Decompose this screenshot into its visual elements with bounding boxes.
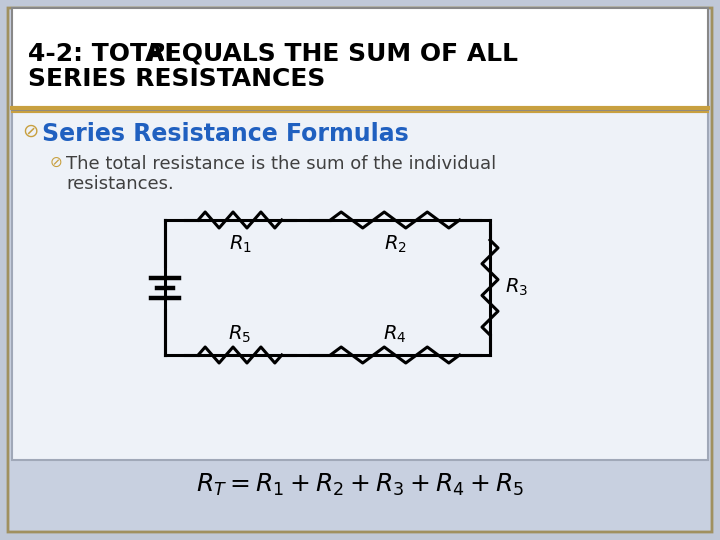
Text: R: R xyxy=(146,42,166,66)
Text: $R_3$: $R_3$ xyxy=(505,277,528,298)
Text: $R_T = R_1 + R_2 + R_3 + R_4 + R_5$: $R_T = R_1 + R_2 + R_3 + R_4 + R_5$ xyxy=(196,472,524,498)
Bar xyxy=(12,8,708,110)
Text: $R_5$: $R_5$ xyxy=(228,323,251,345)
FancyBboxPatch shape xyxy=(8,8,712,532)
Text: The total resistance is the sum of the individual: The total resistance is the sum of the i… xyxy=(66,155,496,173)
Text: ⊘: ⊘ xyxy=(50,155,63,170)
Text: resistances.: resistances. xyxy=(66,175,174,193)
Text: ⊘: ⊘ xyxy=(22,122,38,141)
Text: Series Resistance Formulas: Series Resistance Formulas xyxy=(42,122,409,146)
Text: $R_4$: $R_4$ xyxy=(383,323,407,345)
Text: SERIES RESISTANCES: SERIES RESISTANCES xyxy=(28,67,325,91)
Text: EQUALS THE SUM OF ALL: EQUALS THE SUM OF ALL xyxy=(156,42,518,66)
Bar xyxy=(12,112,708,460)
Text: $R_1$: $R_1$ xyxy=(228,234,251,255)
Text: 4-2: TOTAL: 4-2: TOTAL xyxy=(28,42,189,66)
Text: $R_2$: $R_2$ xyxy=(384,234,406,255)
